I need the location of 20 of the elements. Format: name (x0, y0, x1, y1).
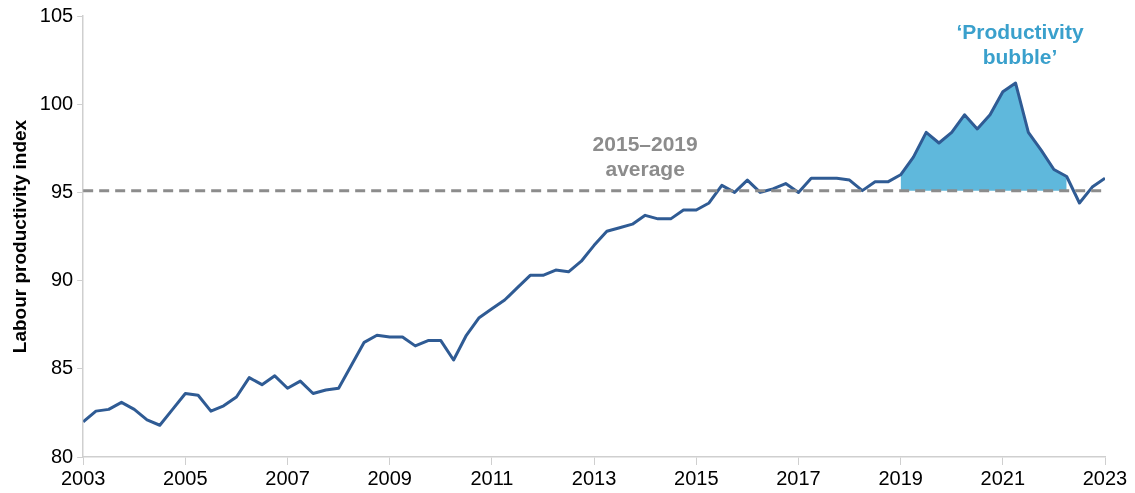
x-tick-label: 2015 (674, 466, 719, 489)
x-tick-label: 2007 (265, 466, 310, 489)
x-tick-label: 2011 (470, 466, 514, 489)
y-tick-label: 105 (39, 3, 74, 26)
y-tick-label: 80 (50, 444, 74, 467)
y-axis-title: Labour productivity index (8, 119, 30, 354)
x-tick-label: 2017 (776, 466, 821, 489)
x-tick-label: 2003 (60, 466, 106, 489)
x-tick-label: 2005 (163, 466, 208, 489)
annotation: ‘Productivity bubble’ (956, 20, 1084, 69)
x-tick-label: 2009 (367, 466, 412, 489)
y-tick-label: 95 (50, 179, 74, 202)
ref-line-label: 2015–2019 average (592, 131, 698, 180)
y-tick-label: 100 (39, 91, 74, 114)
y-tick-label: 85 (50, 356, 74, 379)
x-tick-label: 2023 (1082, 466, 1128, 489)
x-tick-label: 2019 (878, 466, 923, 489)
x-tick-label: 2013 (571, 466, 617, 489)
y-tick-label: 90 (50, 268, 74, 291)
x-tick-label: 2021 (980, 466, 1026, 489)
